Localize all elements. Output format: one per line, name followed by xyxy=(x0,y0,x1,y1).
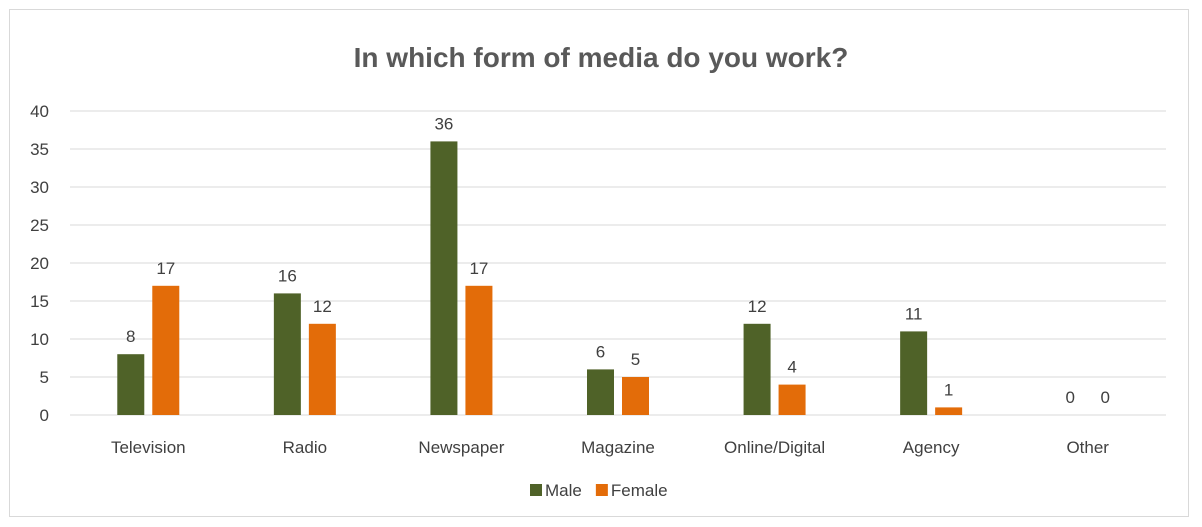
legend-swatch xyxy=(595,484,608,496)
data-label: 4 xyxy=(787,358,796,377)
y-tick-label: 25 xyxy=(30,216,49,235)
y-tick-label: 30 xyxy=(30,178,49,197)
bar-female xyxy=(935,407,963,415)
bars xyxy=(117,141,963,415)
y-tick-label: 0 xyxy=(40,406,49,425)
x-tick-label: Magazine xyxy=(581,438,655,457)
bar-female xyxy=(308,323,336,415)
bar-female xyxy=(465,285,493,415)
x-tick-label: Newspaper xyxy=(418,438,504,457)
bar-male xyxy=(117,354,145,415)
y-tick-label: 5 xyxy=(40,368,49,387)
y-tick-label: 15 xyxy=(30,292,49,311)
legend: Male Female xyxy=(530,481,668,500)
bar-female xyxy=(152,285,180,415)
data-label: 11 xyxy=(905,304,923,323)
bar-male xyxy=(587,369,614,415)
y-tick-label: 10 xyxy=(30,330,49,349)
y-tick-label: 40 xyxy=(30,102,49,121)
data-label: 1 xyxy=(944,380,953,399)
y-tick-label: 35 xyxy=(30,140,49,159)
bar-male xyxy=(273,293,301,415)
x-tick-label: Radio xyxy=(283,438,327,457)
y-axis-ticks: 0 5 10 15 20 25 30 35 40 xyxy=(30,102,49,425)
data-label: 5 xyxy=(631,350,640,369)
bar-male xyxy=(743,323,771,415)
legend-label: Male xyxy=(545,481,582,500)
data-label: 8 xyxy=(126,327,135,346)
bar-male xyxy=(900,331,928,415)
gridlines xyxy=(70,110,1166,416)
y-tick-label: 20 xyxy=(30,254,49,273)
x-tick-label: Other xyxy=(1066,438,1109,457)
data-label: 17 xyxy=(469,259,488,278)
data-label: 0 xyxy=(1065,388,1074,407)
x-tick-label: Agency xyxy=(903,438,960,457)
data-label: 36 xyxy=(434,114,453,133)
data-label: 12 xyxy=(313,297,332,316)
legend-swatch xyxy=(530,484,542,496)
bar-male xyxy=(430,141,458,415)
data-label: 16 xyxy=(278,266,297,285)
x-axis-ticks: Television Radio Newspaper Magazine Online/D… xyxy=(111,438,1109,457)
x-tick-label: Television xyxy=(111,438,186,457)
chart-title: In which form of media do you work? xyxy=(354,42,849,73)
x-tick-label: Online/Digital xyxy=(724,438,825,457)
data-label: 12 xyxy=(748,297,767,316)
bar-female xyxy=(622,377,649,415)
legend-label: Female xyxy=(611,481,668,500)
data-label: 17 xyxy=(156,259,175,278)
bar-female xyxy=(778,384,806,415)
data-label: 6 xyxy=(596,342,605,361)
data-label: 0 xyxy=(1100,388,1109,407)
